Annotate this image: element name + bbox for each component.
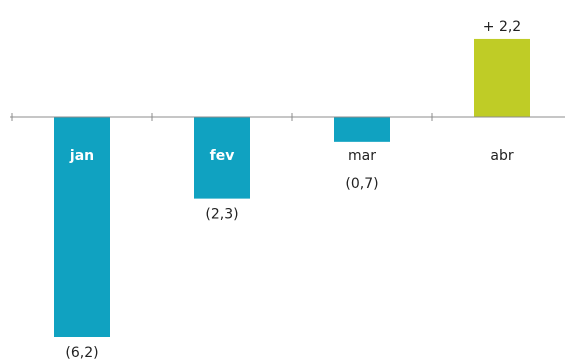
bar-jan <box>54 117 110 337</box>
value-label-mar: (0,7) <box>345 176 378 192</box>
axis-layer <box>10 113 565 121</box>
category-label-fev: fev <box>210 148 235 164</box>
value-label-fev: (2,3) <box>205 207 238 223</box>
bar-abr <box>474 38 530 117</box>
labels-layer: jan (6,2) fev (2,3) mar (0,7) abr + 2,2 <box>65 19 521 361</box>
category-label-jan: jan <box>69 148 94 164</box>
value-label-abr: + 2,2 <box>483 19 521 35</box>
category-label-mar: mar <box>348 148 376 164</box>
bar-mar <box>334 117 390 142</box>
bars-layer <box>54 38 530 337</box>
value-label-jan: (6,2) <box>65 345 98 361</box>
category-label-abr: abr <box>490 148 513 164</box>
bar-fev <box>194 117 250 199</box>
